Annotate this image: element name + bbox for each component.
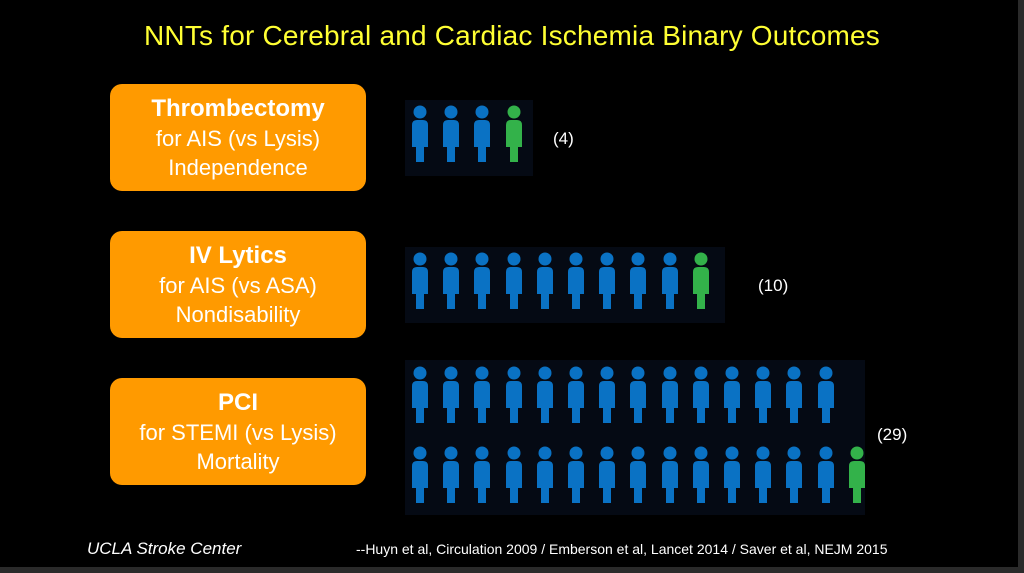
outcome-comparison: for AIS (vs ASA): [159, 272, 317, 298]
person-icon: [817, 366, 834, 423]
person-icon: [724, 366, 740, 423]
person-icon: [692, 366, 709, 423]
footer-citations: --Huyn et al, Circulation 2009 / Emberso…: [356, 541, 888, 557]
person-icon: [443, 105, 460, 162]
person-icon: [630, 446, 647, 503]
slide-frame-right: [1018, 0, 1024, 573]
nnt-value-pci: (29): [877, 425, 908, 444]
person-icon: [505, 105, 522, 162]
person-icon: [443, 446, 460, 503]
person-icon: [505, 446, 522, 503]
person-icon: [443, 366, 460, 423]
outcome-card-pci: PCI for STEMI (vs Lysis) Mortality: [110, 378, 366, 485]
person-icon: [599, 252, 616, 309]
footer-credit: UCLA Stroke Center: [87, 539, 242, 558]
person-icon: [786, 366, 803, 423]
person-icon: [661, 446, 678, 503]
person-icon: [630, 366, 647, 423]
person-icon: [568, 252, 584, 309]
person-icon: [536, 446, 553, 503]
person-icon: [848, 446, 865, 503]
person-icon: [443, 252, 460, 309]
outcome-measure: Nondisability: [175, 301, 301, 327]
person-icon: [568, 366, 584, 423]
person-icon: [568, 446, 584, 503]
person-icon: [692, 446, 709, 503]
nnt-value-iv-lytics: (10): [758, 276, 789, 295]
person-icon: [661, 252, 678, 309]
person-icon: [412, 252, 428, 309]
person-icon: [817, 446, 834, 503]
person-icon: [536, 252, 553, 309]
person-icon: [692, 252, 709, 309]
person-icon: [630, 252, 647, 309]
person-icon: [474, 105, 491, 162]
person-icon: [536, 366, 553, 423]
outcome-card-iv-lytics: IV Lytics for AIS (vs ASA) Nondisability: [110, 231, 366, 338]
slide-title: NNTs for Cerebral and Cardiac Ischemia B…: [144, 20, 880, 51]
person-icon: [755, 366, 772, 423]
person-icon: [505, 252, 522, 309]
outcome-heading: Thrombectomy: [151, 94, 325, 122]
outcome-measure: Independence: [168, 154, 308, 180]
outcome-heading: PCI: [217, 388, 258, 416]
person-icon: [412, 105, 428, 162]
person-icon: [412, 446, 428, 503]
person-icon: [599, 446, 616, 503]
nnt-value-thrombectomy: (4): [553, 129, 574, 148]
person-icon: [599, 366, 616, 423]
person-icon: [661, 366, 678, 423]
person-icon: [474, 446, 491, 503]
person-icon: [724, 446, 740, 503]
person-icon: [505, 366, 522, 423]
person-icon: [412, 366, 428, 423]
person-icon: [474, 366, 491, 423]
person-icon: [474, 252, 491, 309]
person-icon: [786, 446, 803, 503]
outcome-comparison: for AIS (vs Lysis): [155, 125, 321, 151]
outcome-measure: Mortality: [196, 448, 280, 474]
slide-frame-bottom: [0, 567, 1024, 573]
outcome-heading: IV Lytics: [189, 241, 287, 269]
person-icon: [755, 446, 772, 503]
outcome-card-thrombectomy: Thrombectomy for AIS (vs Lysis) Independ…: [110, 84, 366, 191]
outcome-comparison: for STEMI (vs Lysis): [139, 419, 337, 445]
